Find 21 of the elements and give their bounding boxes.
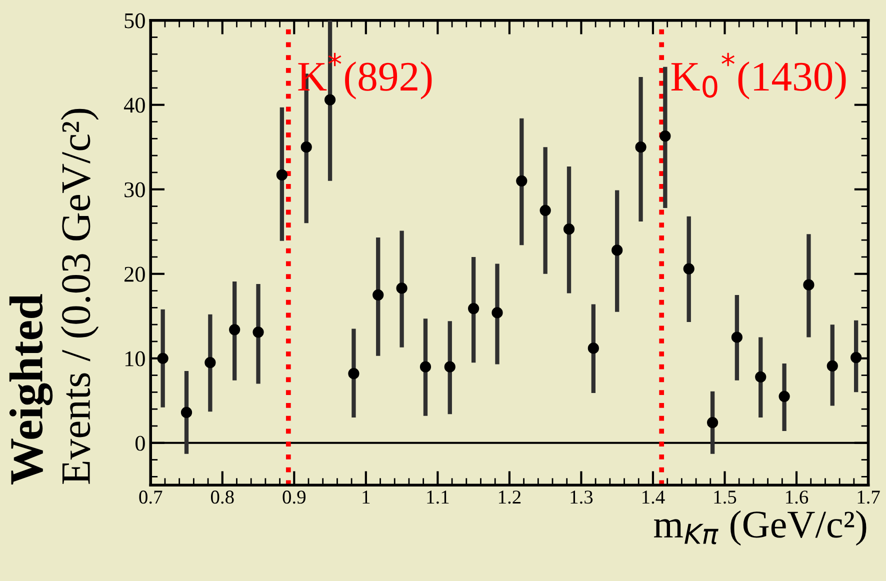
ref-line-label: K$_{0}$$^{*}$(1430) [671,52,846,100]
text: Events / (0.03 GeV/c²) [60,108,99,484]
x-tick-label: 1.1 [427,490,449,504]
text: Weighted [9,294,53,484]
y-tick-label: 40 [124,98,145,113]
y-tick-label: 30 [124,182,145,198]
x-tick-label: 1.6 [786,490,808,504]
y-tick-label: 10 [125,351,145,366]
y-tick-label: 20 [124,266,145,282]
y-tick-label: 0 [135,436,145,451]
x-tick-label: 1.7 [858,490,880,504]
x-tick-label: 1 [362,490,370,504]
x-tick-label: 1.5 [714,490,736,504]
x-tick-label: 0.8 [210,490,234,504]
x-tick-label: 1.2 [499,490,521,504]
x-tick-label: 0.9 [282,490,306,504]
x-axis-title: m$_{Kπ}$ (GeV/c²) [654,510,866,546]
x-tick-label: 0.7 [139,490,162,504]
x-tick-label: 1.4 [642,490,665,504]
x-tick-label: 1.3 [570,490,593,504]
y-tick-label: 50 [124,13,145,28]
